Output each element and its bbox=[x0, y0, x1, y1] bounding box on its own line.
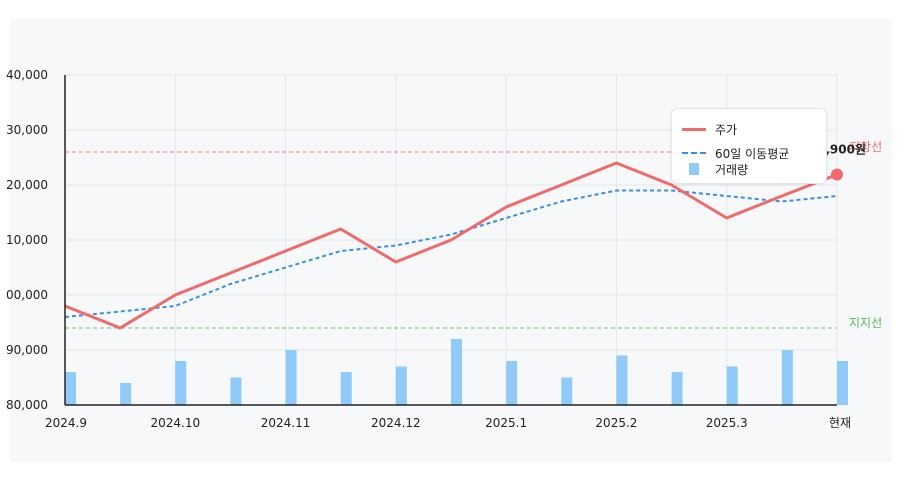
series-lines bbox=[64, 161, 838, 330]
y-tick-label: 40,000 bbox=[6, 68, 48, 82]
current-price-label: 3,900원 bbox=[817, 143, 866, 157]
volume-bar bbox=[395, 366, 407, 405]
volume-bar bbox=[230, 377, 242, 405]
x-tick-label: 2024.12 bbox=[371, 416, 421, 430]
x-tick-label: 2024.10 bbox=[150, 416, 200, 430]
y-tick-label: 30,000 bbox=[6, 123, 48, 137]
reference-lines bbox=[65, 151, 837, 329]
price-line bbox=[64, 161, 838, 330]
y-tick-label: 20,000 bbox=[6, 178, 48, 192]
x-tick-label: 2024.9 bbox=[45, 416, 87, 430]
volume-bar bbox=[285, 350, 297, 405]
support-label: 지지선 bbox=[849, 316, 882, 330]
volume-bar bbox=[120, 383, 132, 405]
x-tick-label: 2025.3 bbox=[706, 416, 748, 430]
legend-swatch-price bbox=[682, 127, 706, 131]
volume-bar bbox=[65, 372, 76, 405]
volume-bar bbox=[340, 372, 352, 405]
x-tick-label: 2024.11 bbox=[261, 416, 311, 430]
legend: 주가 60일 이동평균 거래량 bbox=[671, 108, 827, 184]
y-tick-label: 90,000 bbox=[6, 343, 48, 357]
x-tick-label: 현재 bbox=[829, 416, 851, 430]
x-tick-label: 2025.2 bbox=[595, 416, 637, 430]
volume-bar bbox=[561, 377, 573, 405]
volume-bar bbox=[671, 372, 683, 405]
legend-swatch-ma bbox=[682, 152, 706, 154]
legend-item-volume: 거래량 bbox=[682, 160, 748, 178]
y-tick-label: 10,000 bbox=[6, 233, 48, 247]
current-price-marker: 3,900원 bbox=[817, 143, 866, 181]
legend-label-ma: 60일 이동평균 bbox=[715, 146, 790, 161]
x-tick-labels: 2024.9 2024.10 2024.11 2024.12 2025.1 2025.2 2… bbox=[45, 416, 851, 430]
resistance-label: 저항선 bbox=[849, 140, 882, 154]
volume-bars bbox=[65, 339, 848, 405]
y-tick-labels: 40,000 30,000 20,000 10,000 00,000 90,000 80,0… bbox=[6, 68, 48, 412]
legend-label-volume: 거래량 bbox=[715, 162, 749, 177]
y-tick-label: 00,000 bbox=[6, 288, 48, 302]
legend-item-price: 주가 bbox=[682, 120, 737, 138]
volume-bar bbox=[451, 339, 462, 405]
volume-bar bbox=[506, 361, 518, 405]
volume-bar bbox=[837, 361, 848, 405]
x-tick-label: 2025.1 bbox=[485, 416, 527, 430]
volume-bar bbox=[726, 366, 738, 405]
axes bbox=[64, 75, 837, 406]
legend-item-ma: 60일 이동평균 bbox=[682, 144, 789, 162]
legend-swatch-volume bbox=[689, 163, 699, 175]
moving-average-line bbox=[64, 189, 838, 318]
y-tick-label: 80,000 bbox=[6, 398, 48, 412]
volume-bar bbox=[616, 355, 628, 405]
current-price-dot bbox=[831, 168, 843, 181]
volume-bar bbox=[175, 361, 187, 405]
volume-bar bbox=[781, 350, 793, 405]
legend-label-price: 주가 bbox=[715, 122, 738, 137]
